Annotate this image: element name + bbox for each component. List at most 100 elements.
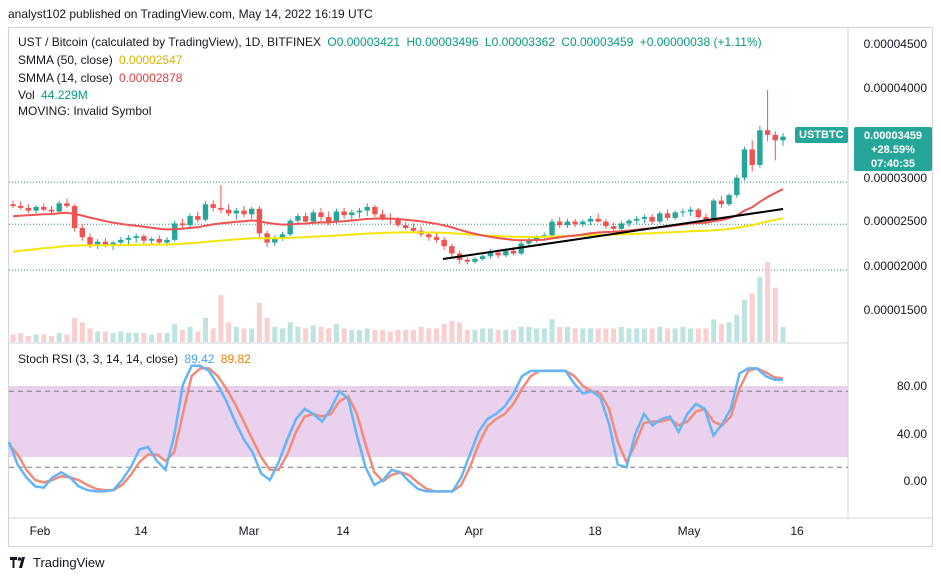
candle-body[interactable] [441,239,447,247]
candle-body[interactable] [172,223,178,240]
candle-body[interactable] [210,204,216,208]
candle-body[interactable] [25,207,32,211]
volume-bar [226,322,232,342]
candle-body[interactable] [572,221,578,225]
candle-body[interactable] [249,208,255,215]
footer-brand[interactable]: TradingView [10,555,105,570]
candle-body[interactable] [364,206,370,211]
stoch-tick: 0.00 [903,474,927,488]
candle-body[interactable] [741,149,748,178]
candle-body[interactable] [225,209,232,214]
candle-body[interactable] [79,227,85,238]
candle-body[interactable] [272,238,278,243]
candle-body[interactable] [618,223,624,229]
candle-body[interactable] [202,204,209,220]
candle-body[interactable] [118,239,124,243]
candle-body[interactable] [464,259,470,262]
candle-body[interactable] [641,217,648,219]
candle-body[interactable] [718,200,725,205]
candle-body[interactable] [426,234,432,238]
candle-body[interactable] [287,220,293,235]
candle-body[interactable] [433,237,440,240]
candle-body[interactable] [279,234,286,238]
candle-body[interactable] [102,241,109,246]
candle-body[interactable] [734,177,740,196]
candle-body[interactable] [564,221,571,226]
candle-body[interactable] [726,195,732,205]
candle-body[interactable] [18,206,24,208]
candle-body[interactable] [403,225,409,228]
candle-body[interactable] [164,239,170,243]
candle-body[interactable] [356,210,363,213]
candle-body[interactable] [634,218,640,221]
candle-body[interactable] [649,217,655,222]
candle-body[interactable] [495,252,501,256]
candle-body[interactable] [749,149,755,165]
candle-body[interactable] [772,134,778,141]
candle-body[interactable] [133,236,139,238]
candle-body[interactable] [664,213,671,218]
candle-body[interactable] [195,216,201,220]
candle-body[interactable] [95,241,101,245]
candle-body[interactable] [302,216,309,222]
candle-body[interactable] [341,211,347,216]
candle-body[interactable] [125,238,132,240]
candle-body[interactable] [780,136,786,141]
candle-body[interactable] [549,221,555,236]
volume-bar [703,328,709,342]
candle-body[interactable] [603,221,609,227]
candle-body[interactable] [310,212,316,222]
candle-body[interactable] [410,227,417,231]
candle-body[interactable] [318,212,324,217]
candle-body[interactable] [703,217,709,220]
candle-body[interactable] [148,238,155,241]
candle-body[interactable] [757,130,763,165]
candle-body[interactable] [233,210,239,214]
candle-body[interactable] [218,207,224,210]
candle-body[interactable] [33,206,39,211]
chart-frame[interactable] [8,27,933,547]
candle-body[interactable] [48,209,55,212]
candle-body[interactable] [533,237,540,240]
candle-body[interactable] [503,250,509,256]
candle-body[interactable] [41,206,47,210]
candle-body[interactable] [56,203,62,212]
candle-body[interactable] [110,242,116,246]
candle-body[interactable] [711,200,717,220]
candle-body[interactable] [379,214,386,218]
candle-body[interactable] [449,246,455,254]
candle-body[interactable] [764,130,771,135]
candle-body[interactable] [141,236,147,241]
candle-body[interactable] [295,216,301,221]
candle-body[interactable] [187,216,193,226]
candle-body[interactable] [71,206,78,228]
candle-body[interactable] [557,221,563,226]
candle-body[interactable] [156,238,162,243]
candle-body[interactable] [687,209,694,212]
candle-body[interactable] [487,252,494,257]
candle-body[interactable] [333,211,340,223]
candle-body[interactable] [657,213,663,222]
candle-body[interactable] [372,206,378,215]
candle-body[interactable] [10,204,16,207]
candle-body[interactable] [626,220,632,224]
candle-body[interactable] [179,223,186,226]
candle-body[interactable] [610,226,617,229]
candle-body[interactable] [680,211,686,213]
candle-body[interactable] [64,203,70,207]
candle-body[interactable] [472,259,478,262]
candle-body[interactable] [395,218,401,226]
candle-body[interactable] [695,209,701,217]
candle-body[interactable] [349,212,355,216]
candle-body[interactable] [587,218,594,222]
candle-body[interactable] [510,250,517,254]
candle-body[interactable] [241,210,247,215]
candle-body[interactable] [595,218,601,222]
candle-body[interactable] [87,237,93,245]
candle-body[interactable] [526,239,532,244]
candle-body[interactable] [580,221,586,225]
candle-body[interactable] [326,217,332,223]
candle-body[interactable] [672,212,678,218]
candle-body[interactable] [480,256,486,259]
